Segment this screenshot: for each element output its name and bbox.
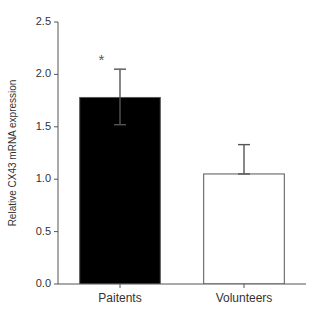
error-bar-cap-lower (238, 173, 250, 174)
y-tick (54, 284, 58, 285)
chart-container: 0.0 0.5 1.0 1.5 2.0 2.5 Relative CX43 mRNA exp… (0, 0, 320, 320)
error-bars (114, 69, 250, 174)
y-tick-label: 0.5 (36, 225, 51, 237)
bars (80, 97, 285, 284)
x-tick (244, 284, 245, 288)
y-tick-label: 2.0 (36, 67, 51, 79)
y-tick (54, 179, 58, 180)
chart: 0.0 0.5 1.0 1.5 2.0 2.5 Relative CX43 mRNA exp… (0, 0, 320, 320)
annotation: * (98, 51, 104, 68)
x-axis: Paitents Volunteers (58, 284, 306, 305)
y-tick (54, 74, 58, 75)
y-tick (54, 22, 58, 23)
y-tick-label: 1.0 (36, 172, 51, 184)
y-axis: 0.0 0.5 1.0 1.5 2.0 2.5 (36, 15, 58, 289)
error-bar-cap-upper (114, 68, 126, 69)
bar (204, 174, 285, 284)
error-bar-stem (243, 145, 244, 174)
y-tick-label: 1.5 (36, 120, 51, 132)
y-axis-line (58, 22, 59, 284)
error-bar-cap-upper (238, 144, 250, 145)
y-tick-label: 2.5 (36, 15, 51, 27)
error-bar (114, 69, 126, 125)
y-axis-label: Relative CX43 mRNA expression (7, 80, 18, 227)
error-bar-cap-lower (114, 124, 126, 125)
y-tick (54, 126, 58, 127)
x-axis-line (58, 284, 306, 285)
y-tick-label: 0.0 (36, 277, 51, 289)
annotations: * (98, 51, 104, 68)
x-tick-label: Volunteers (216, 291, 273, 305)
bar (80, 97, 161, 284)
error-bar (238, 145, 250, 174)
y-tick (54, 231, 58, 232)
x-tick-label: Paitents (98, 291, 141, 305)
x-tick (120, 284, 121, 288)
error-bar-stem (119, 69, 120, 125)
